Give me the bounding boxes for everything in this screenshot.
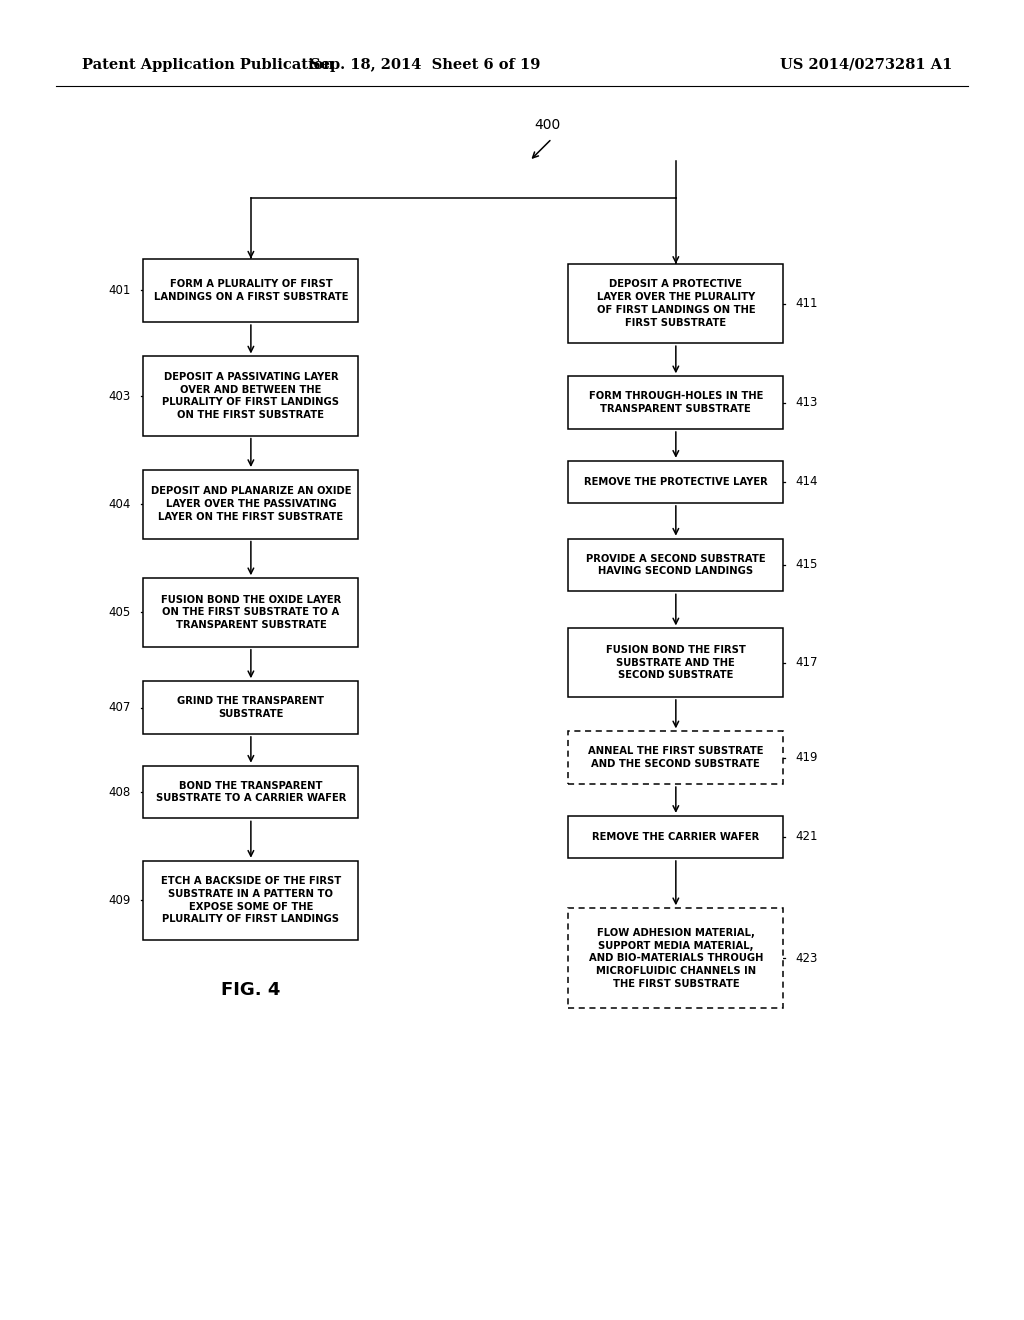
Text: 400: 400	[535, 117, 561, 132]
Bar	[568, 376, 783, 429]
Text: 415: 415	[796, 558, 818, 572]
Text: 419: 419	[796, 751, 818, 764]
Bar	[143, 356, 358, 436]
Text: 409: 409	[109, 894, 131, 907]
Text: FIG. 4: FIG. 4	[221, 981, 281, 999]
Text: DEPOSIT AND PLANARIZE AN OXIDE
LAYER OVER THE PASSIVATING
LAYER ON THE FIRST SUB: DEPOSIT AND PLANARIZE AN OXIDE LAYER OVE…	[151, 487, 351, 521]
Text: FUSION BOND THE OXIDE LAYER
ON THE FIRST SUBSTRATE TO A
TRANSPARENT SUBSTRATE: FUSION BOND THE OXIDE LAYER ON THE FIRST…	[161, 595, 341, 630]
Bar	[568, 264, 783, 343]
Text: FLOW ADHESION MATERIAL,
SUPPORT MEDIA MATERIAL,
AND BIO-MATERIALS THROUGH
MICROF: FLOW ADHESION MATERIAL, SUPPORT MEDIA MA…	[589, 928, 763, 989]
Text: 413: 413	[796, 396, 818, 409]
Text: US 2014/0273281 A1: US 2014/0273281 A1	[780, 58, 952, 71]
Bar	[143, 470, 358, 539]
Text: DEPOSIT A PASSIVATING LAYER
OVER AND BETWEEN THE
PLURALITY OF FIRST LANDINGS
ON : DEPOSIT A PASSIVATING LAYER OVER AND BET…	[163, 372, 339, 420]
Text: GRIND THE TRANSPARENT
SUBSTRATE: GRIND THE TRANSPARENT SUBSTRATE	[177, 696, 325, 719]
Bar	[568, 628, 783, 697]
Text: ANNEAL THE FIRST SUBSTRATE
AND THE SECOND SUBSTRATE: ANNEAL THE FIRST SUBSTRATE AND THE SECON…	[588, 746, 764, 770]
Text: REMOVE THE CARRIER WAFER: REMOVE THE CARRIER WAFER	[592, 832, 760, 842]
Text: 414: 414	[796, 475, 818, 488]
Text: 407: 407	[109, 701, 131, 714]
Bar	[568, 908, 783, 1008]
Bar	[143, 681, 358, 734]
Text: 403: 403	[109, 389, 131, 403]
Bar	[568, 461, 783, 503]
Text: 423: 423	[796, 952, 818, 965]
Text: PROVIDE A SECOND SUBSTRATE
HAVING SECOND LANDINGS: PROVIDE A SECOND SUBSTRATE HAVING SECOND…	[586, 553, 766, 577]
Text: FORM A PLURALITY OF FIRST
LANDINGS ON A FIRST SUBSTRATE: FORM A PLURALITY OF FIRST LANDINGS ON A …	[154, 279, 348, 302]
Text: Sep. 18, 2014  Sheet 6 of 19: Sep. 18, 2014 Sheet 6 of 19	[310, 58, 540, 71]
Text: 417: 417	[796, 656, 818, 669]
Bar	[568, 539, 783, 591]
Bar	[143, 861, 358, 940]
Text: 404: 404	[109, 498, 131, 511]
Text: BOND THE TRANSPARENT
SUBSTRATE TO A CARRIER WAFER: BOND THE TRANSPARENT SUBSTRATE TO A CARR…	[156, 780, 346, 804]
Text: ETCH A BACKSIDE OF THE FIRST
SUBSTRATE IN A PATTERN TO
EXPOSE SOME OF THE
PLURAL: ETCH A BACKSIDE OF THE FIRST SUBSTRATE I…	[161, 876, 341, 924]
Text: FORM THROUGH-HOLES IN THE
TRANSPARENT SUBSTRATE: FORM THROUGH-HOLES IN THE TRANSPARENT SU…	[589, 391, 763, 414]
Bar	[143, 578, 358, 647]
Bar	[143, 259, 358, 322]
Text: DEPOSIT A PROTECTIVE
LAYER OVER THE PLURALITY
OF FIRST LANDINGS ON THE
FIRST SUB: DEPOSIT A PROTECTIVE LAYER OVER THE PLUR…	[597, 280, 755, 327]
Text: Patent Application Publication: Patent Application Publication	[82, 58, 334, 71]
Text: 421: 421	[796, 830, 818, 843]
Text: 408: 408	[109, 785, 131, 799]
Bar	[143, 766, 358, 818]
Text: REMOVE THE PROTECTIVE LAYER: REMOVE THE PROTECTIVE LAYER	[584, 477, 768, 487]
Text: 405: 405	[109, 606, 131, 619]
Bar	[568, 816, 783, 858]
Text: 401: 401	[109, 284, 131, 297]
Text: FUSION BOND THE FIRST
SUBSTRATE AND THE
SECOND SUBSTRATE: FUSION BOND THE FIRST SUBSTRATE AND THE …	[606, 645, 745, 680]
Text: 411: 411	[796, 297, 818, 310]
Bar	[568, 731, 783, 784]
